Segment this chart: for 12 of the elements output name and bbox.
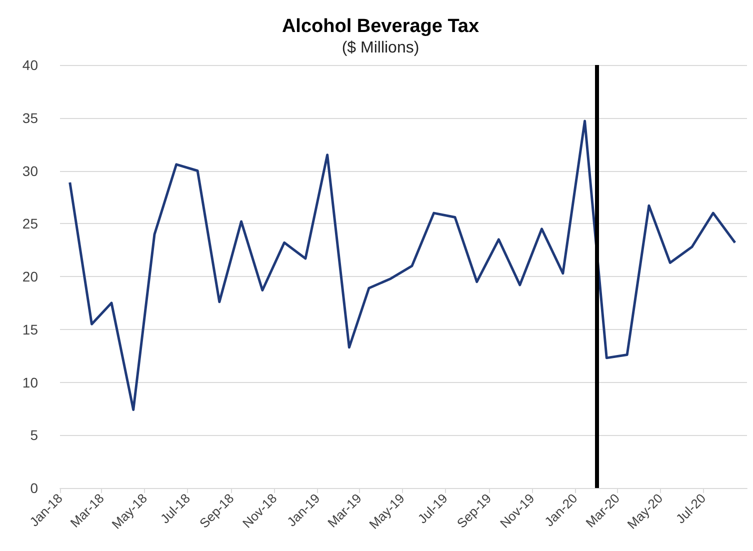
y-tick-label: 0	[30, 480, 38, 496]
y-tick-label: 10	[22, 374, 38, 390]
chart-subtitle: ($ Millions)	[342, 40, 420, 56]
chart-title: Alcohol Beverage Tax	[282, 16, 480, 37]
y-tick-label: 35	[22, 110, 38, 126]
y-tick-label: 30	[22, 162, 38, 179]
line-series	[68, 120, 736, 411]
y-tick-label: 25	[22, 216, 38, 232]
y-tick-label: 20	[22, 268, 38, 284]
y-tick-label: 40	[22, 57, 38, 73]
y-tick-label: 5	[30, 427, 38, 444]
y-tick-label: 15	[22, 321, 38, 338]
